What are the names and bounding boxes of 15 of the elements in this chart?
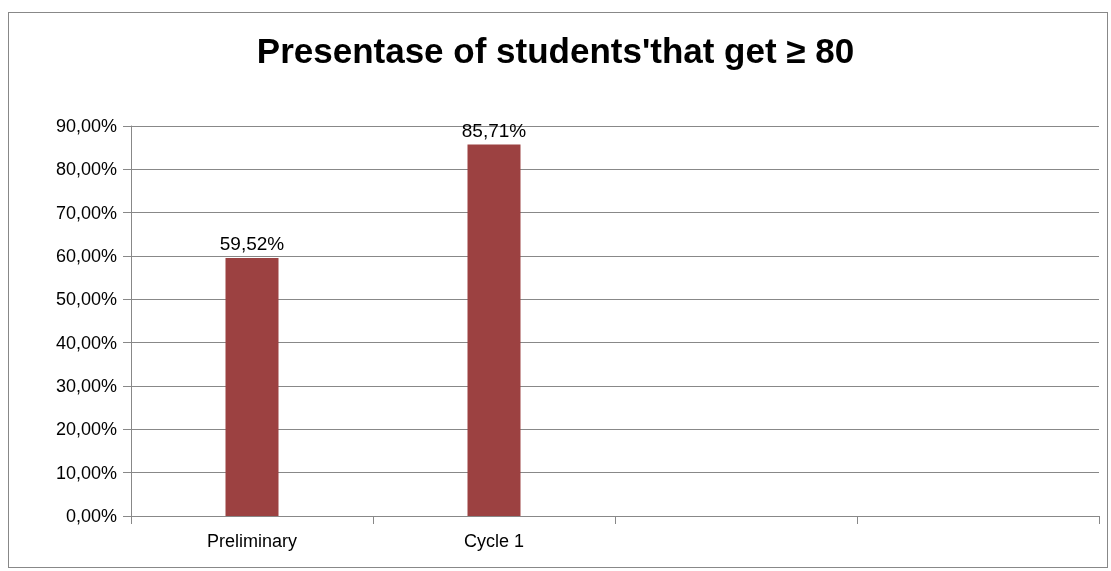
y-tick-label: 50,00% xyxy=(55,289,117,310)
y-tick-label: 0,00% xyxy=(65,506,117,526)
x-tick-label: Cycle 1 xyxy=(463,531,525,551)
x-tick-label: Preliminary xyxy=(206,531,298,551)
chart-title: Presentase of students'that get ≥ 80 xyxy=(256,31,855,70)
y-tick-label: 80,00% xyxy=(55,159,117,180)
data-label: 85,71% xyxy=(461,119,527,141)
y-tick-label: 10,00% xyxy=(55,462,117,483)
y-tick-label: 30,00% xyxy=(55,376,117,396)
y-tick-label: 60,00% xyxy=(55,246,117,266)
y-tick-label: 20,00% xyxy=(55,419,117,440)
y-tick-label: 90,00% xyxy=(55,116,117,136)
y-tick-label: 70,00% xyxy=(55,202,117,223)
data-label: 59,52% xyxy=(219,233,285,255)
y-tick-label: 40,00% xyxy=(55,332,117,353)
